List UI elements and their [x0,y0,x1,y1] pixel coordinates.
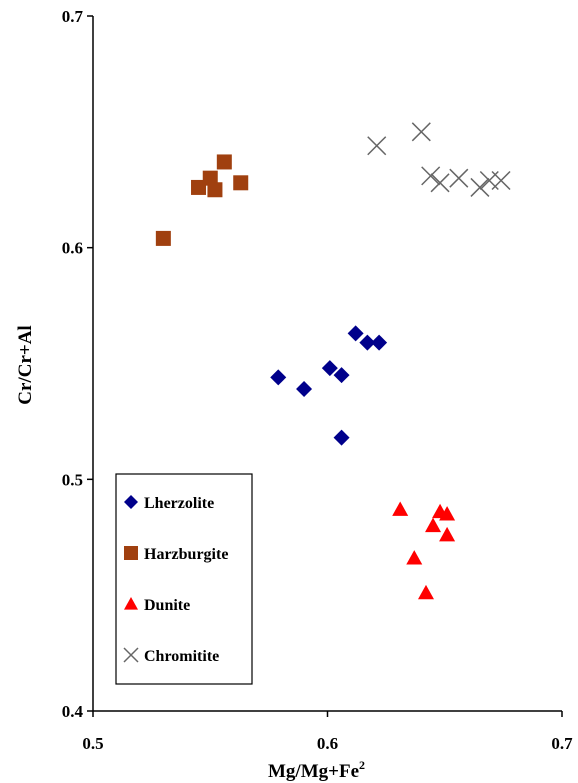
y-tick-label: 0.5 [62,470,83,489]
legend-label-lherzolite: Lherzolite [144,495,214,512]
harzburgite-point [155,230,171,246]
lherzolite-point [347,325,364,342]
ticks: 0.7 0.6 0.5 0.4 0.5 0.6 0.7 [62,7,573,753]
data-points [155,122,511,600]
lherzolite-point [333,367,350,384]
series-chromitite [367,122,511,197]
chromitite-point [470,177,490,197]
legend-label-dunite: Dunite [144,597,190,614]
legend-box [115,473,253,685]
dunite-point [425,517,442,533]
harzburgite-point [207,182,223,198]
legend-marker-chromitite [123,647,139,663]
harzburgite-point [233,175,249,191]
lherzolite-point [321,360,338,377]
legend-label-harzburgite: Harzburgite [144,546,228,563]
lherzolite-point [270,369,287,386]
x-tick-label: 0.7 [551,734,573,753]
harzburgite-point [202,170,218,186]
chromitite-point [367,136,387,156]
dunite-point [406,550,423,565]
x-axis-title-superscript: 2 [359,758,365,772]
dunite-point [439,526,456,542]
legend-marker-lherzolite [124,495,138,509]
chromitite-point [491,170,511,191]
chromitite-point [411,122,431,142]
dunite-point [417,584,434,600]
legend-label-chromitite: Chromitite [144,648,219,665]
chromitite-point [430,173,450,193]
chromitite-point [421,166,441,186]
series-harzburgite [155,154,249,246]
x-tick-label: 0.6 [317,734,338,753]
y-axis-title: Cr/Cr+Al [15,325,36,404]
x-tick-label: 0.5 [82,734,103,753]
legend-marker-harzburgite [124,546,138,560]
legend-marker-dunite [124,597,138,610]
lherzolite-point [371,334,388,351]
lherzolite-point [359,334,376,351]
y-tick-label: 0.7 [62,7,84,26]
chromitite-point [449,168,469,188]
series-dunite [392,501,456,600]
y-tick-label: 0.4 [62,702,84,721]
dunite-point [439,506,456,521]
harzburgite-point [216,154,232,170]
lherzolite-point [296,380,313,397]
legend: Lherzolite Harzburgite Dunite Chromitite [115,473,253,685]
x-axis-title-text: Mg/Mg+Fe [268,761,359,782]
y-tick-label: 0.6 [62,239,83,258]
dunite-point [392,501,409,516]
x-axis-title: Mg/Mg+Fe2 [268,758,365,782]
lherzolite-point [333,429,350,446]
harzburgite-point [191,179,207,195]
series-lherzolite [270,325,388,446]
